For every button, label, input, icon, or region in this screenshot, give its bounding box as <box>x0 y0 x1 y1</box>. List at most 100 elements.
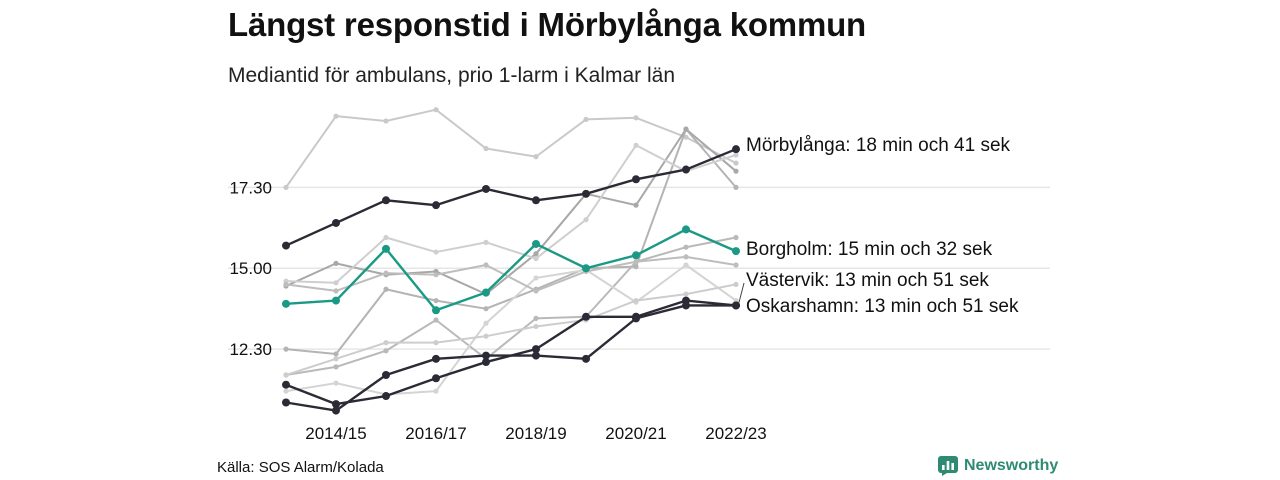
data-point <box>532 351 540 360</box>
series-line <box>285 108 737 188</box>
data-point <box>633 297 639 304</box>
data-point <box>333 113 339 119</box>
bar-chart-logo-icon <box>938 456 958 476</box>
chart-title: Längst responstid i Mörbylånga kommun <box>228 6 867 43</box>
data-point <box>482 288 490 297</box>
data-point <box>382 196 390 205</box>
data-point <box>582 354 590 363</box>
x-tick-label: 2022/23 <box>705 424 766 443</box>
data-point <box>633 202 639 208</box>
data-point <box>432 374 440 383</box>
data-point <box>433 297 439 304</box>
data-point <box>482 358 490 367</box>
data-point <box>482 351 490 360</box>
data-point <box>333 380 339 386</box>
data-point <box>533 323 539 330</box>
data-point <box>433 317 439 323</box>
data-point <box>333 364 339 370</box>
data-point <box>733 281 739 288</box>
series-label: Oskarshamn: 13 min och 51 sek <box>746 296 1019 317</box>
data-point <box>383 348 389 354</box>
data-point <box>682 165 690 174</box>
data-point <box>633 142 639 148</box>
series-oskarshamn <box>282 301 740 415</box>
other-series-line <box>283 142 739 286</box>
data-point <box>533 315 539 321</box>
brand-name: Newsworthy <box>964 457 1059 474</box>
data-point <box>483 306 489 312</box>
data-point <box>433 107 439 113</box>
data-point <box>683 244 689 250</box>
series-line <box>285 283 737 376</box>
data-point <box>433 249 439 255</box>
data-point <box>332 218 340 227</box>
data-point <box>483 262 489 268</box>
data-point <box>683 126 689 132</box>
data-point <box>332 296 340 305</box>
other-series-layer <box>283 107 739 398</box>
highlighted-series-layer <box>282 145 740 415</box>
series-line <box>285 128 737 296</box>
x-tick-label: 2016/17 <box>405 424 466 443</box>
data-point <box>483 320 489 326</box>
data-point <box>383 286 389 292</box>
series-line <box>285 264 737 396</box>
data-point <box>733 160 739 166</box>
data-point <box>383 340 389 346</box>
data-point <box>683 262 689 268</box>
data-point <box>383 118 389 124</box>
other-series-line <box>283 262 739 398</box>
data-point <box>532 239 540 248</box>
data-point <box>482 184 490 193</box>
data-point <box>583 217 589 223</box>
axis-labels-layer: 12.30 15.00 17.30 2014/15 2016/17 2018/19 2020… <box>229 178 766 443</box>
data-point <box>682 301 690 310</box>
data-point <box>733 234 739 241</box>
other-series-line <box>283 107 739 190</box>
data-point <box>632 314 640 323</box>
data-point <box>683 291 689 297</box>
data-point <box>533 275 539 281</box>
data-point <box>332 400 340 409</box>
series-line <box>285 304 736 412</box>
data-point <box>483 239 489 245</box>
data-point <box>283 388 289 394</box>
data-point <box>433 340 439 346</box>
label-connector <box>738 282 745 303</box>
data-point <box>282 380 290 389</box>
other-series-line <box>283 281 739 378</box>
data-point <box>483 145 489 152</box>
data-point <box>532 196 540 205</box>
data-point <box>282 398 290 407</box>
data-point <box>533 288 539 294</box>
x-tick-label: 2020/21 <box>605 424 666 443</box>
data-point <box>682 225 690 234</box>
series-line <box>285 255 737 292</box>
series-borgholm <box>282 225 740 315</box>
data-point <box>382 244 390 253</box>
series-line <box>285 148 737 247</box>
y-tick-label: 12.30 <box>229 340 272 359</box>
data-point <box>332 406 340 415</box>
series-line <box>285 144 737 284</box>
data-point <box>633 115 639 121</box>
series-line <box>285 236 737 376</box>
data-point <box>283 372 289 378</box>
data-point <box>533 255 539 262</box>
data-point <box>733 262 739 268</box>
data-point <box>382 392 390 401</box>
data-point <box>633 259 639 265</box>
data-point <box>283 184 289 190</box>
series-mrbylnga <box>282 145 740 250</box>
data-point <box>683 254 689 260</box>
data-point <box>683 134 689 140</box>
data-point <box>333 288 339 294</box>
data-point <box>533 251 539 257</box>
series-line <box>285 228 737 312</box>
data-point <box>533 154 539 160</box>
y-tick-label: 17.30 <box>229 178 272 197</box>
data-point <box>282 241 290 250</box>
brand[interactable]: Newsworthy <box>938 456 1058 476</box>
other-series-line <box>283 126 739 357</box>
